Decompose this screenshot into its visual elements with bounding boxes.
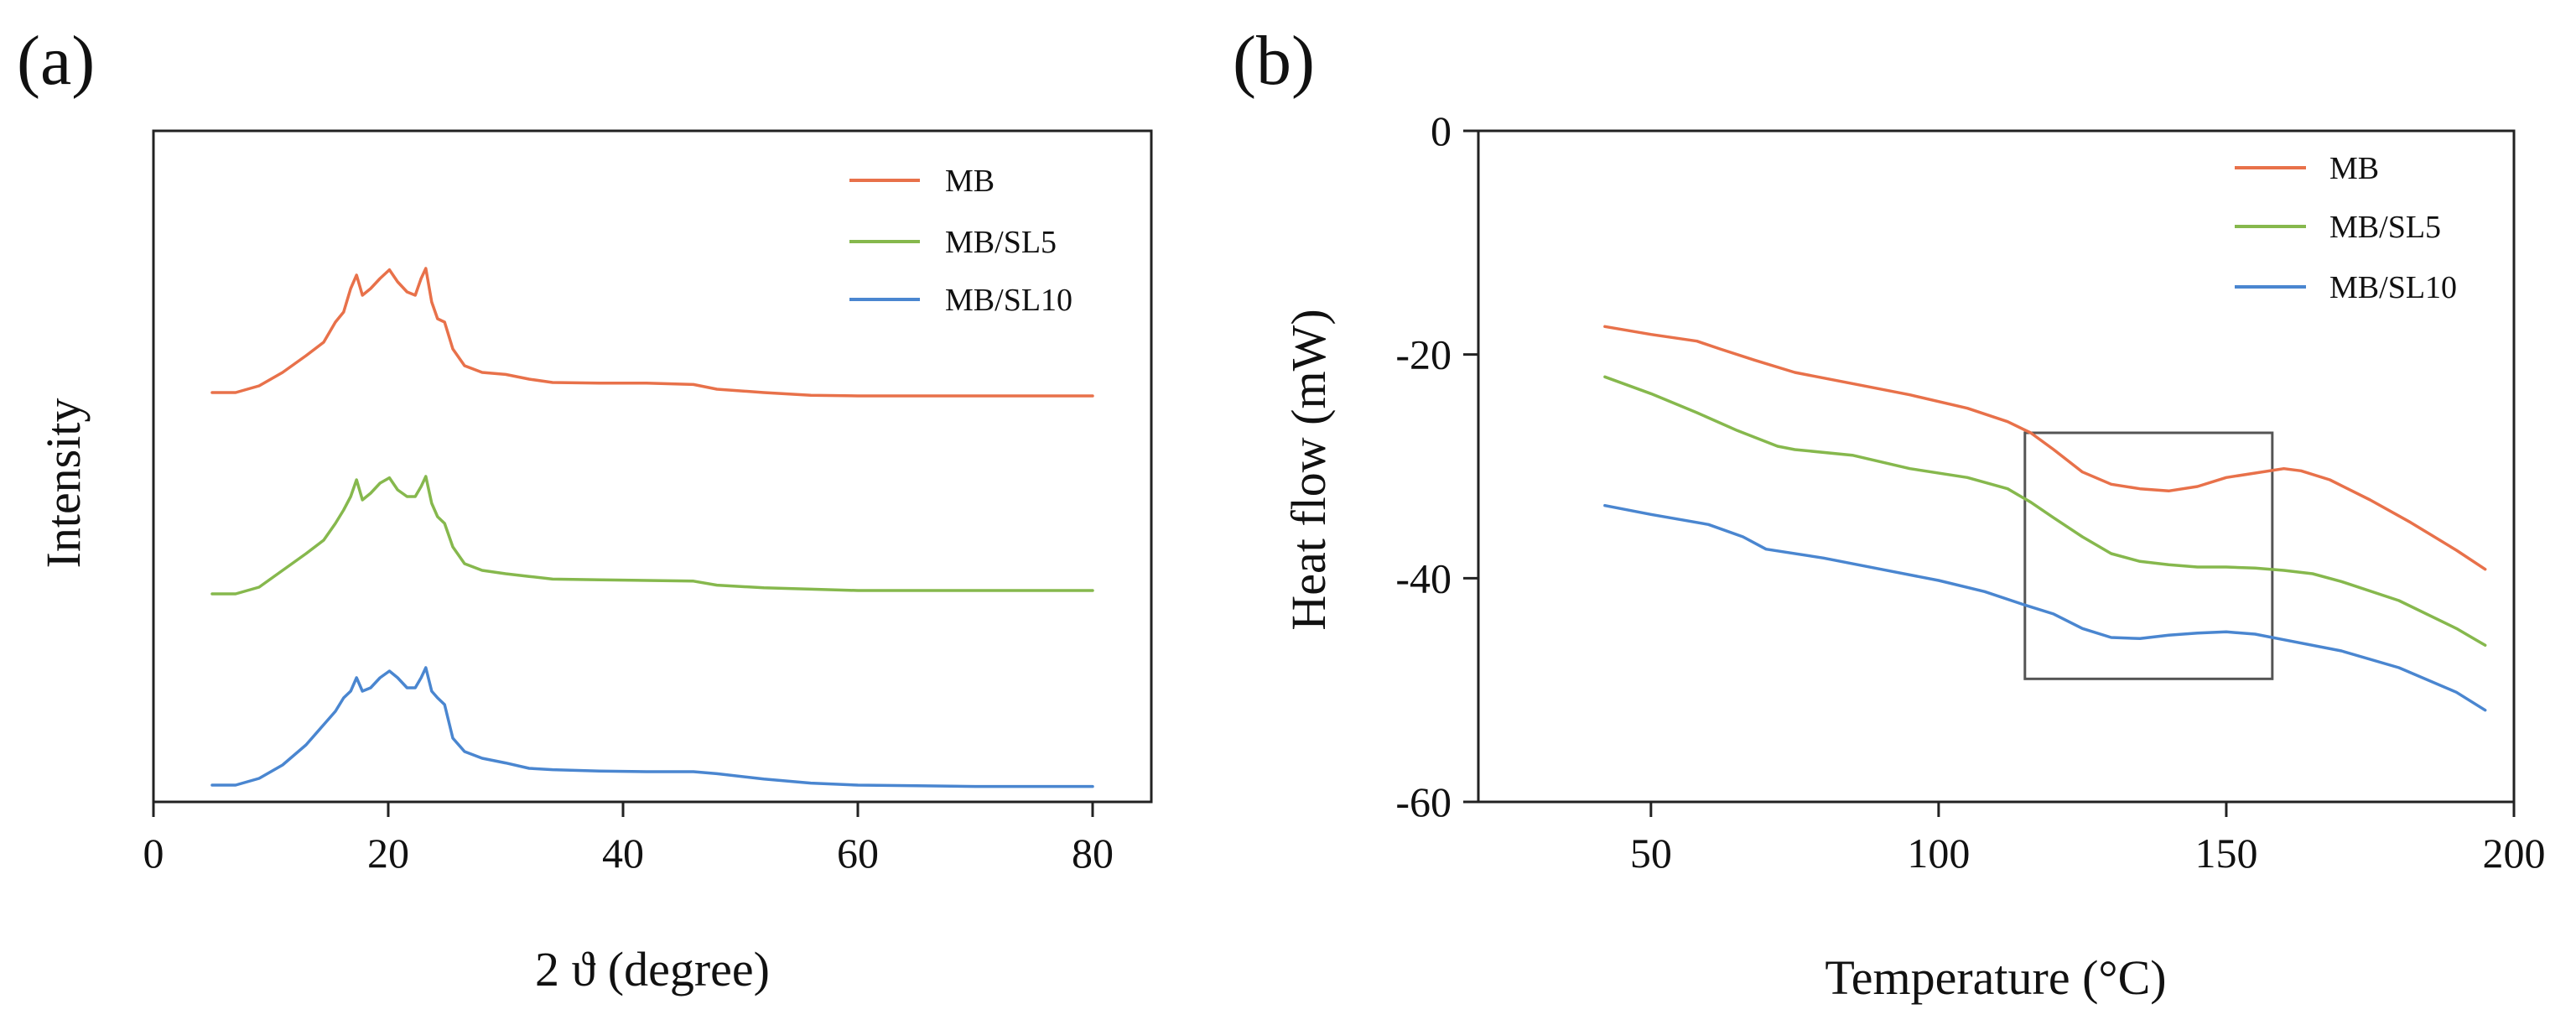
panel-b-y-axis: 0 -20 -40 -60 <box>1395 107 1478 825</box>
panel-a-series-mb <box>210 267 1094 398</box>
panel-a-series-mb-sl5 <box>210 475 1094 596</box>
panel-b-series-mb-sl10 <box>1603 503 2487 712</box>
panel-a-series-mb-sl10 <box>210 666 1094 788</box>
panel-b-y-tick-label: 0 <box>1431 107 1452 154</box>
panel-b-legend-mb-sl5: MB/SL5 <box>2329 210 2441 245</box>
panel-b-highlight-box <box>2023 431 2274 680</box>
panel-b-series-mb-sl5 <box>1603 375 2487 648</box>
panel-a-legend-mb: MB <box>945 164 995 199</box>
panel-b-legend-mb-sl10: MB/SL10 <box>2329 270 2457 305</box>
panel-b-x-axis: 50 100 150 200 <box>1630 802 2546 877</box>
panel-b-series-mb <box>1603 325 2487 571</box>
panel-b-plot-frame <box>1477 129 2516 804</box>
panel-b-x-tick-label: 150 <box>2194 830 2257 877</box>
panel-b-x-tick-label: 50 <box>1630 830 1672 877</box>
panel-a-label: (a) <box>17 22 95 100</box>
panel-b-series-group <box>1603 325 2487 712</box>
panel-a-legend-mb-sl10: MB/SL10 <box>945 283 1072 318</box>
panel-a-series-group <box>210 267 1094 788</box>
panel-a-plot-frame <box>152 129 1153 804</box>
panel-b-y-axis-title: Heat flow (mW) <box>1281 309 1336 630</box>
panel-b-dsc-chart: (b) 50 100 150 200 0 -20 -40 -60 MB MB/SL5 MB/… <box>1233 22 2546 1005</box>
panel-a-x-tick-label: 80 <box>1072 830 1114 877</box>
panel-a-x-tick-label: 40 <box>602 830 644 877</box>
panel-a-x-axis: 0 20 40 60 80 <box>143 802 1114 877</box>
panel-a-legend: MB MB/SL5 MB/SL10 <box>849 164 1072 318</box>
panel-b-label: (b) <box>1233 22 1315 100</box>
panel-b-x-axis-title: Temperature (°C) <box>1825 950 2166 1005</box>
panel-b-legend: MB MB/SL5 MB/SL10 <box>2235 151 2457 305</box>
panel-b-legend-mb: MB <box>2329 151 2379 186</box>
panel-b-x-tick-label: 100 <box>1907 830 1970 877</box>
panel-a-x-tick-label: 60 <box>837 830 879 877</box>
panel-a-legend-mb-sl5: MB/SL5 <box>945 225 1057 260</box>
panel-b-y-tick-label: -60 <box>1395 778 1452 825</box>
panel-a-xrd-chart: (a) 0 20 40 60 80 MB MB/SL5 MB/SL10 2 ϑ (deg… <box>17 22 1153 996</box>
panel-b-y-tick-label: -40 <box>1395 554 1452 601</box>
panel-a-x-tick-label: 20 <box>367 830 409 877</box>
panel-b-x-tick-label: 200 <box>2483 830 2546 877</box>
panel-a-y-axis-title: Intensity <box>36 398 91 569</box>
panel-a-x-axis-title: 2 ϑ (degree) <box>535 942 770 996</box>
panel-b-y-tick-label: -20 <box>1395 331 1452 378</box>
panel-a-x-tick-label: 0 <box>143 830 164 877</box>
